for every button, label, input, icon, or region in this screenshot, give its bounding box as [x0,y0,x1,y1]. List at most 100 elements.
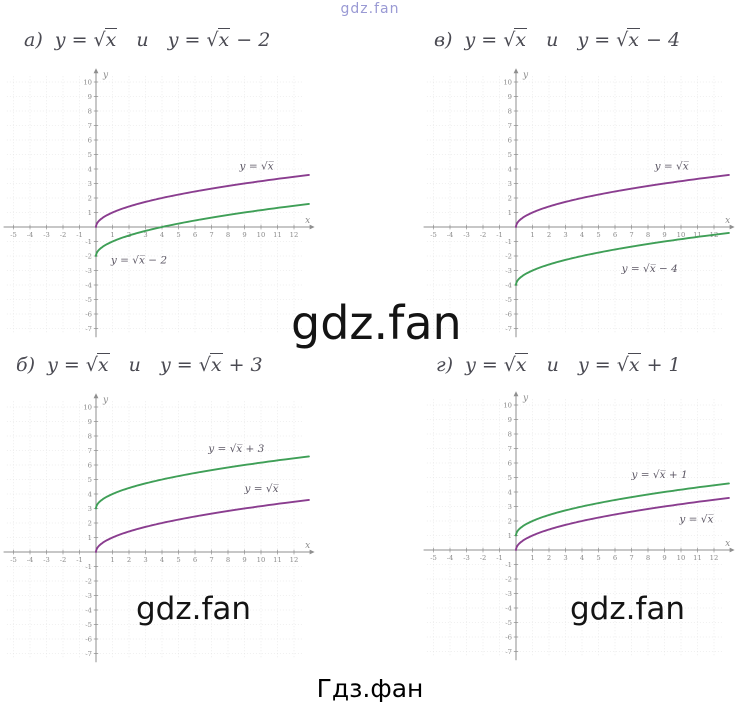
chart-v-formula-2: y = √x − 4 [577,28,681,51]
svg-text:9: 9 [242,556,246,564]
svg-text:-2: -2 [480,554,487,562]
svg-text:-6: -6 [505,310,512,318]
svg-text:2: 2 [508,517,512,525]
svg-text:-7: -7 [505,325,512,333]
radicand: x [96,353,110,376]
svg-text:8: 8 [646,554,650,562]
svg-text:2: 2 [127,556,131,564]
svg-text:5: 5 [88,151,92,159]
tick-labels: -5 -4 -3 -2 -1 1 2 3 4 5 6 7 8 9 10 11 12-7-6-5-4-3-2-11… [10,403,298,658]
ticks [433,81,715,329]
svg-text:-1: -1 [505,238,512,246]
radicand: x [217,28,231,51]
svg-text:4: 4 [88,490,92,498]
svg-text:-4: -4 [505,604,512,612]
svg-text:-2: -2 [505,575,512,583]
curve-y = √x [515,173,730,228]
svg-text:2: 2 [88,519,92,527]
svg-text:-6: -6 [85,635,92,643]
svg-text:10: 10 [503,401,512,409]
grid [6,76,304,335]
svg-text:-3: -3 [85,267,92,275]
svg-text:1: 1 [110,556,114,564]
svg-text:-1: -1 [76,556,83,564]
svg-text:8: 8 [508,430,512,438]
axes [423,70,733,338]
chart-g-formula-2: y = √x + 1 [577,353,681,376]
svg-text:1: 1 [530,554,534,562]
svg-text:-6: -6 [85,310,92,318]
radicand: x [514,28,528,51]
grid [426,76,724,335]
svg-text:-5: -5 [430,554,437,562]
x-axis-label: x [305,216,310,226]
chart-a-title: а) y = √x и y = √x − 2 [24,28,270,51]
chart-v-letter: в) [434,29,453,51]
svg-text:-4: -4 [447,231,454,239]
ticks [13,81,295,329]
svg-text:4: 4 [88,165,92,173]
svg-text:-1: -1 [496,231,503,239]
svg-text:-1: -1 [85,238,92,246]
svg-text:6: 6 [613,231,617,239]
radicand: x [514,353,528,376]
svg-text:12: 12 [290,231,299,239]
svg-text:-7: -7 [85,325,92,333]
svg-text:8: 8 [646,231,650,239]
chart-g-conjunction: и [546,354,559,376]
x-axis-arrow [309,549,315,555]
svg-text:8: 8 [508,107,512,115]
svg-text:-2: -2 [60,556,67,564]
y-axis-label: y [522,393,529,403]
svg-text:6: 6 [508,459,512,467]
svg-text:2: 2 [547,231,551,239]
svg-text:-2: -2 [85,577,92,585]
curve-y = √x [95,498,310,553]
curve-y = √x [515,496,730,551]
radicand: x [104,28,118,51]
svg-text:7: 7 [88,122,92,130]
svg-text:4: 4 [160,231,164,239]
svg-text:6: 6 [508,136,512,144]
svg-text:3: 3 [563,554,567,562]
svg-text:7: 7 [209,231,213,239]
curve-label: y = √x̅ − 4 [621,263,678,275]
grid [426,399,724,658]
plot-v: -5 -4 -3 -2 -1 1 2 3 4 5 6 7 8 9 10 11 12-7-6-5-4-3-2-11… [423,68,735,338]
radicand: x [627,353,641,376]
svg-text:-5: -5 [85,296,92,304]
svg-text:6: 6 [88,461,92,469]
svg-text:-6: -6 [505,633,512,641]
svg-text:-1: -1 [76,231,83,239]
curve-label: y = √x̅ [678,513,713,525]
x-axis-arrow [729,547,735,553]
y-axis-arrow [93,393,99,399]
ticks [13,406,295,654]
chart-b-title: б) y = √x и y = √x + 3 [16,353,263,376]
svg-text:7: 7 [629,231,633,239]
chart-b-formula-2: y = √x + 3 [159,353,263,376]
tick-labels: -5 -4 -3 -2 -1 1 2 3 4 5 6 7 8 9 10 11 12-7-6-5-4-3-2-11… [10,78,299,333]
svg-text:4: 4 [508,165,512,173]
svg-text:11: 11 [693,554,702,562]
svg-text:4: 4 [580,554,584,562]
svg-text:7: 7 [88,447,92,455]
svg-text:-5: -5 [505,296,512,304]
svg-text:-7: -7 [85,650,92,658]
svg-text:3: 3 [88,505,92,513]
curve-label: y = √x̅ + 1 [631,469,688,481]
svg-text:-3: -3 [43,556,50,564]
svg-text:8: 8 [88,432,92,440]
curve-y = √x − 4 [515,231,730,286]
svg-text:5: 5 [508,474,512,482]
curve-label: y = √x̅ [654,161,689,173]
svg-text:7: 7 [508,122,512,130]
y-axis-label: y [102,70,109,80]
svg-text:8: 8 [88,107,92,115]
curve-y = √x − 2 [95,202,310,257]
curve-y = √x [95,173,310,228]
svg-text:-5: -5 [10,556,17,564]
tick-labels: -5 -4 -3 -2 -1 1 2 3 4 5 6 7 8 9 10 11 12-7-6-5-4-3-2-11… [430,78,718,333]
svg-text:-5: -5 [10,231,17,239]
